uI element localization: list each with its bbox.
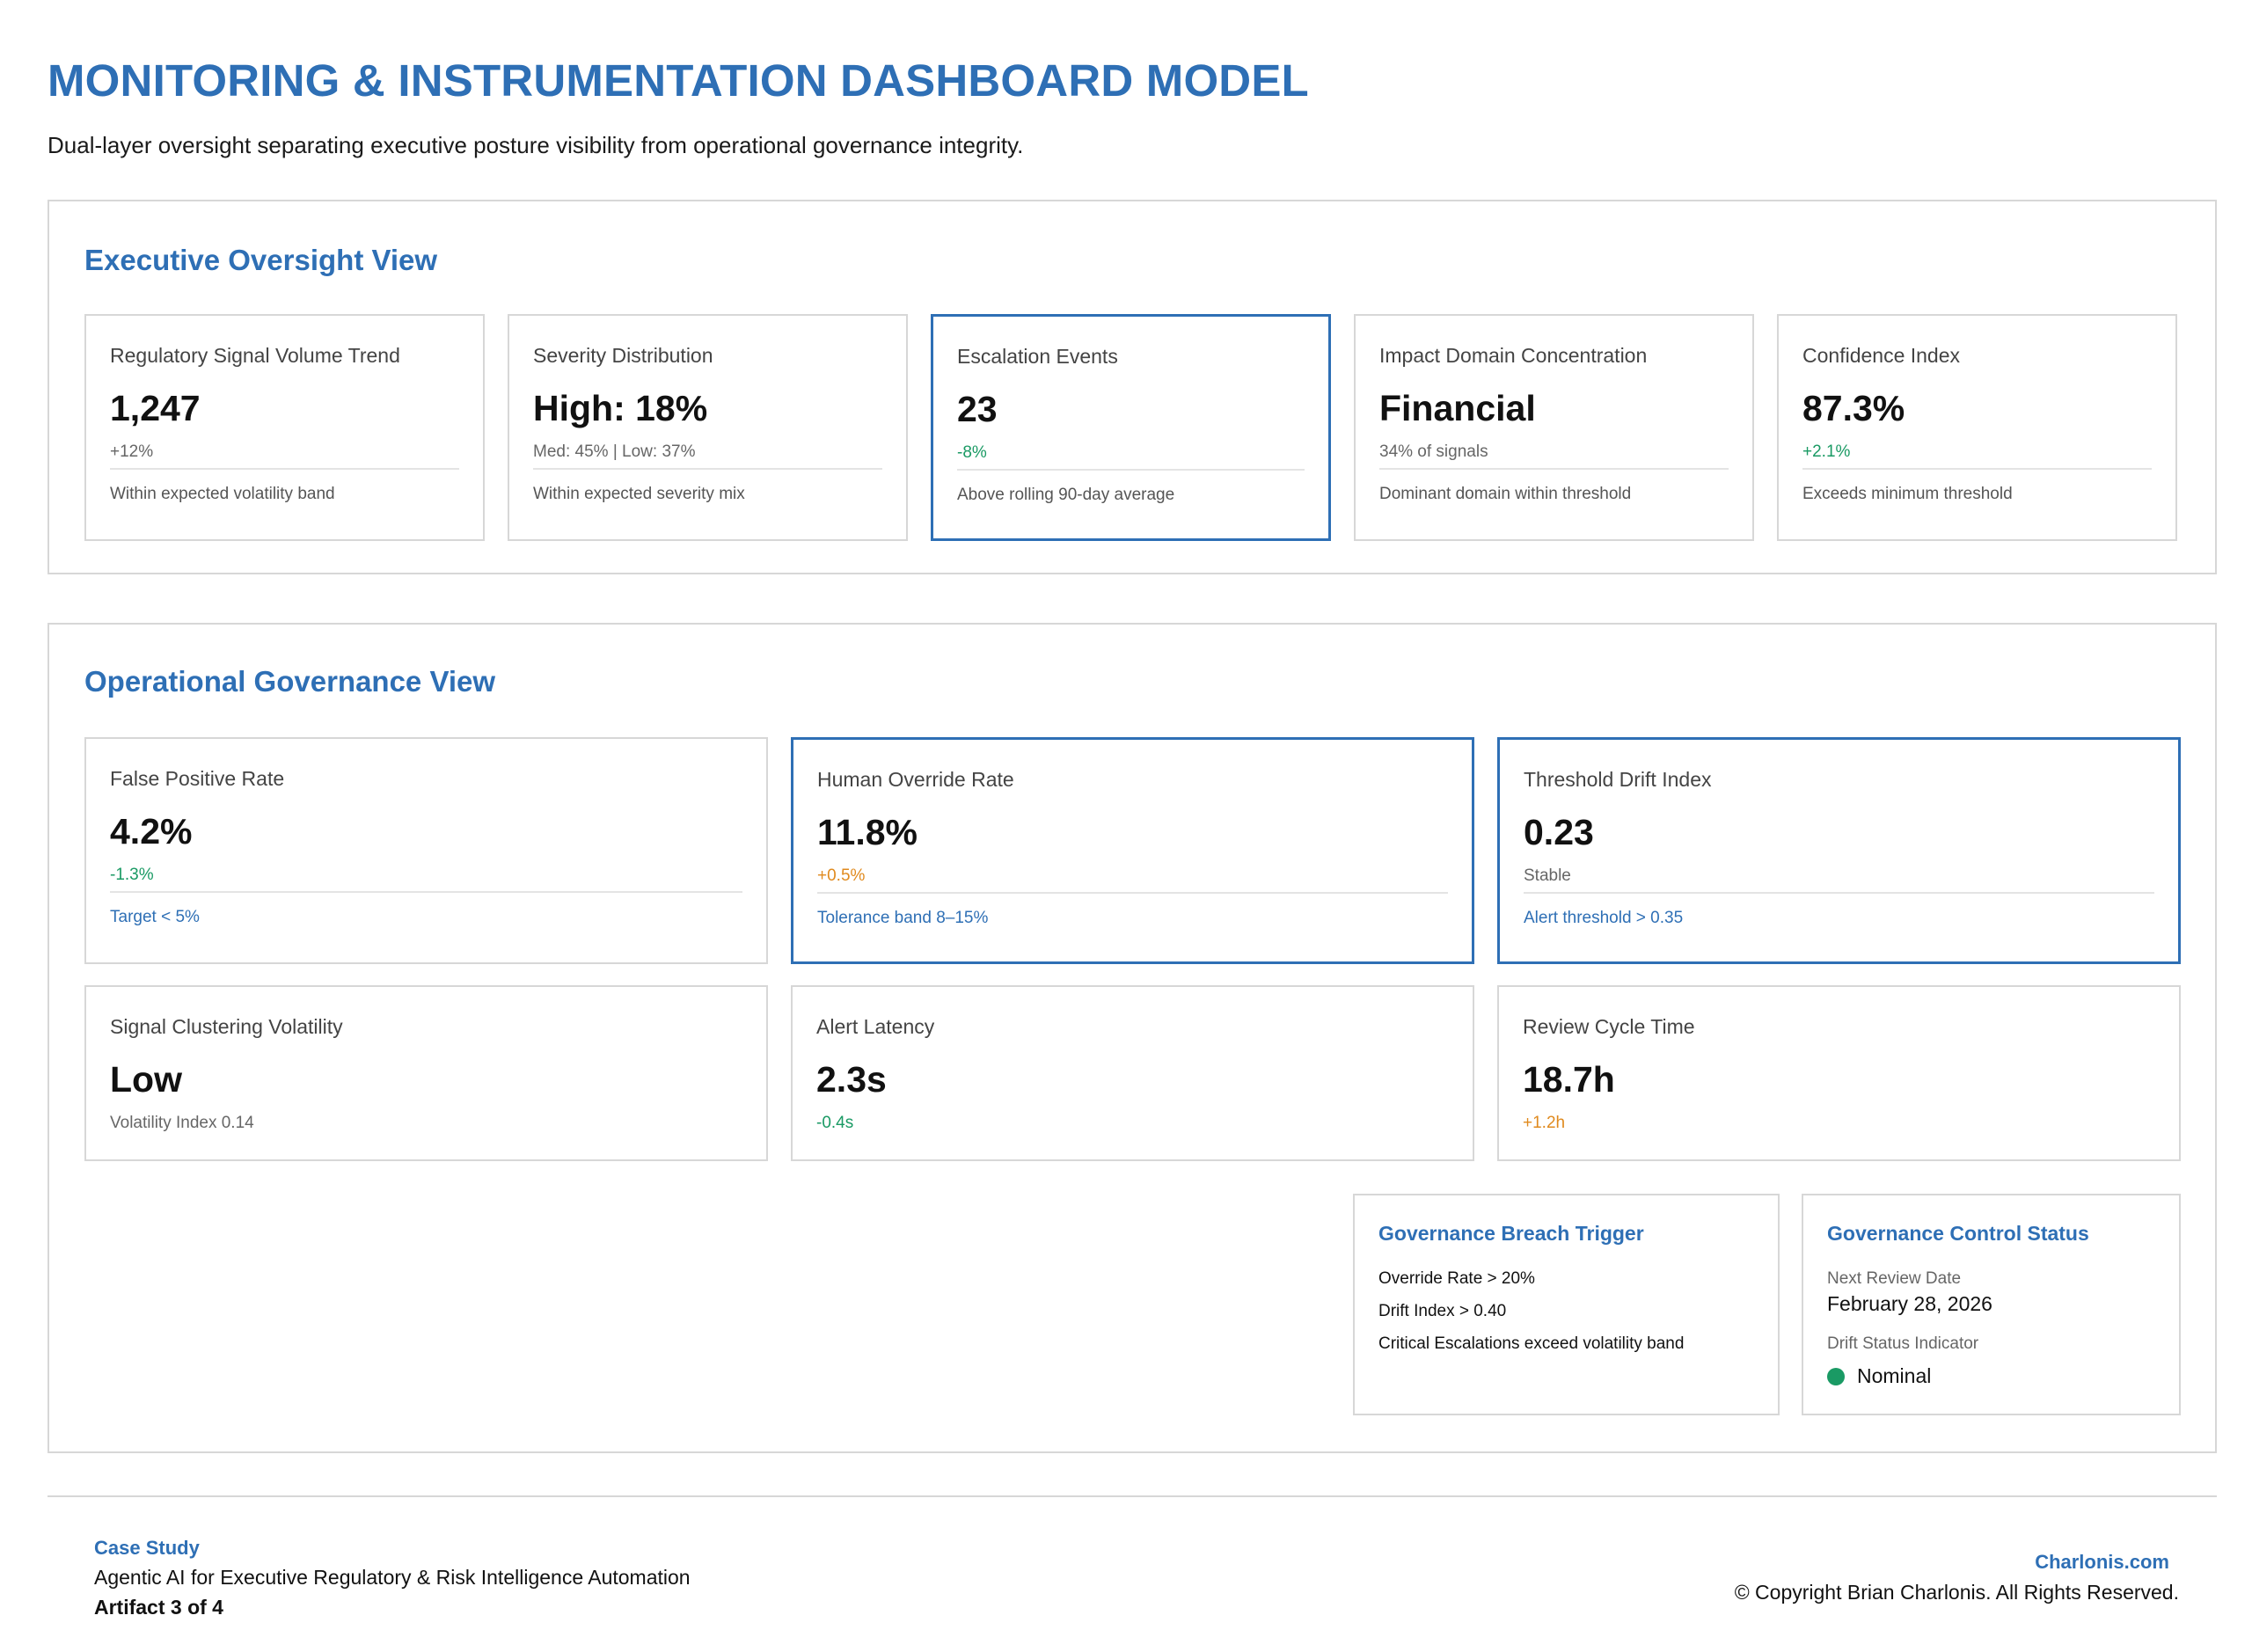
metric-note: Tolerance band 8–15% (817, 909, 989, 927)
metric-card-signal-clustering-volatility: Signal Clustering Volatility Low Volatil… (84, 985, 768, 1161)
drift-status-label: Drift Status Indicator (1827, 1334, 1979, 1353)
operational-governance-title: Operational Governance View (84, 665, 496, 698)
metric-value: 23 (957, 389, 998, 429)
footer-divider (48, 1495, 2217, 1497)
operational-governance-panel: Operational Governance View False Positi… (48, 623, 2217, 1453)
page-subtitle: Dual-layer oversight separating executiv… (48, 132, 1024, 158)
metric-delta: Volatility Index 0.14 (110, 1114, 254, 1132)
metric-note: Within expected severity mix (533, 485, 745, 503)
metric-value: 4.2% (110, 811, 193, 852)
footer-case-study-title: Agentic AI for Executive Regulatory & Ri… (94, 1566, 691, 1589)
metric-label: Signal Clustering Volatility (110, 1015, 343, 1038)
metric-card-human-override-rate: Human Override Rate 11.8% +0.5% Toleranc… (791, 737, 1474, 964)
metric-divider (817, 892, 1448, 894)
metric-delta: Med: 45% | Low: 37% (533, 442, 696, 461)
metric-value: 87.3% (1802, 388, 1905, 428)
metric-delta: +12% (110, 442, 154, 461)
drift-status-value: Nominal (1857, 1364, 1932, 1387)
metric-label: Threshold Drift Index (1524, 768, 1712, 791)
next-review-label: Next Review Date (1827, 1269, 1962, 1288)
metric-divider (957, 469, 1305, 471)
metric-delta: +2.1% (1802, 442, 1851, 461)
metric-card-false-positive-rate: False Positive Rate 4.2% -1.3% Target < … (84, 737, 768, 964)
footer-case-study-label: Case Study (94, 1537, 200, 1559)
metric-value: 11.8% (817, 812, 918, 852)
metric-note: Alert threshold > 0.35 (1524, 909, 1684, 927)
metric-delta: -0.4s (816, 1114, 854, 1132)
drift-status-indicator: Nominal (1827, 1364, 1931, 1388)
metric-delta: -1.3% (110, 866, 154, 884)
metric-card-impact-domain: Impact Domain Concentration Financial 34… (1354, 314, 1754, 541)
metric-label: False Positive Rate (110, 767, 285, 790)
metric-label: Regulatory Signal Volume Trend (110, 344, 400, 367)
metric-divider (533, 468, 882, 470)
metric-value: 18.7h (1523, 1059, 1615, 1100)
metric-divider (110, 891, 742, 893)
metric-label: Human Override Rate (817, 768, 1014, 791)
executive-oversight-panel: Executive Oversight View Regulatory Sign… (48, 200, 2217, 574)
metric-delta: +1.2h (1523, 1114, 1566, 1132)
metric-delta: -8% (957, 443, 987, 462)
metric-value: Financial (1379, 388, 1536, 428)
metric-note: Dominant domain within threshold (1379, 485, 1632, 503)
metric-note: Within expected volatility band (110, 485, 335, 503)
metric-value: 1,247 (110, 388, 201, 428)
breach-trigger-title: Governance Breach Trigger (1378, 1222, 1644, 1245)
footer-site-link[interactable]: Charlonis.com (2035, 1551, 2169, 1573)
next-review-date: February 28, 2026 (1827, 1292, 1992, 1315)
metric-delta: +0.5% (817, 866, 866, 885)
control-status-title: Governance Control Status (1827, 1222, 2089, 1245)
metric-note: Above rolling 90-day average (957, 486, 1175, 504)
metric-label: Alert Latency (816, 1015, 935, 1038)
metric-card-threshold-drift-index: Threshold Drift Index 0.23 Stable Alert … (1497, 737, 2181, 964)
metric-card-alert-latency: Alert Latency 2.3s -0.4s (791, 985, 1474, 1161)
metric-value: Low (110, 1059, 182, 1100)
metric-card-regulatory-signal-volume: Regulatory Signal Volume Trend 1,247 +12… (84, 314, 485, 541)
metric-note: Target < 5% (110, 908, 200, 926)
metric-card-escalation-events: Escalation Events 23 -8% Above rolling 9… (931, 314, 1331, 541)
metric-divider (1802, 468, 2152, 470)
metric-value: 0.23 (1524, 812, 1594, 852)
metric-delta: Stable (1524, 866, 1571, 885)
executive-oversight-title: Executive Oversight View (84, 244, 438, 276)
metric-card-severity-distribution: Severity Distribution High: 18% Med: 45%… (508, 314, 908, 541)
metric-divider (1379, 468, 1729, 470)
metric-value: High: 18% (533, 388, 708, 428)
metric-card-confidence-index: Confidence Index 87.3% +2.1% Exceeds min… (1777, 314, 2177, 541)
page-title: MONITORING & INSTRUMENTATION DASHBOARD M… (48, 55, 1309, 106)
metric-label: Review Cycle Time (1523, 1015, 1695, 1038)
governance-breach-trigger-card: Governance Breach Trigger Override Rate … (1353, 1194, 1780, 1415)
metric-note: Exceeds minimum threshold (1802, 485, 2013, 503)
metric-divider (110, 468, 459, 470)
metric-label: Impact Domain Concentration (1379, 344, 1648, 367)
metric-label: Severity Distribution (533, 344, 713, 367)
metric-value: 2.3s (816, 1059, 887, 1100)
breach-condition: Critical Escalations exceed volatility b… (1378, 1334, 1685, 1353)
metric-card-review-cycle-time: Review Cycle Time 18.7h +1.2h (1497, 985, 2181, 1161)
metric-divider (1524, 892, 2154, 894)
status-dot-icon (1827, 1367, 1845, 1385)
governance-control-status-card: Governance Control Status Next Review Da… (1802, 1194, 2181, 1415)
footer-copyright: © Copyright Brian Charlonis. All Rights … (1734, 1581, 2179, 1604)
metric-label: Escalation Events (957, 345, 1118, 368)
footer-artifact: Artifact 3 of 4 (94, 1596, 223, 1619)
metric-delta: 34% of signals (1379, 442, 1488, 461)
metric-label: Confidence Index (1802, 344, 1961, 367)
breach-condition: Override Rate > 20% (1378, 1269, 1535, 1288)
breach-condition: Drift Index > 0.40 (1378, 1302, 1507, 1320)
